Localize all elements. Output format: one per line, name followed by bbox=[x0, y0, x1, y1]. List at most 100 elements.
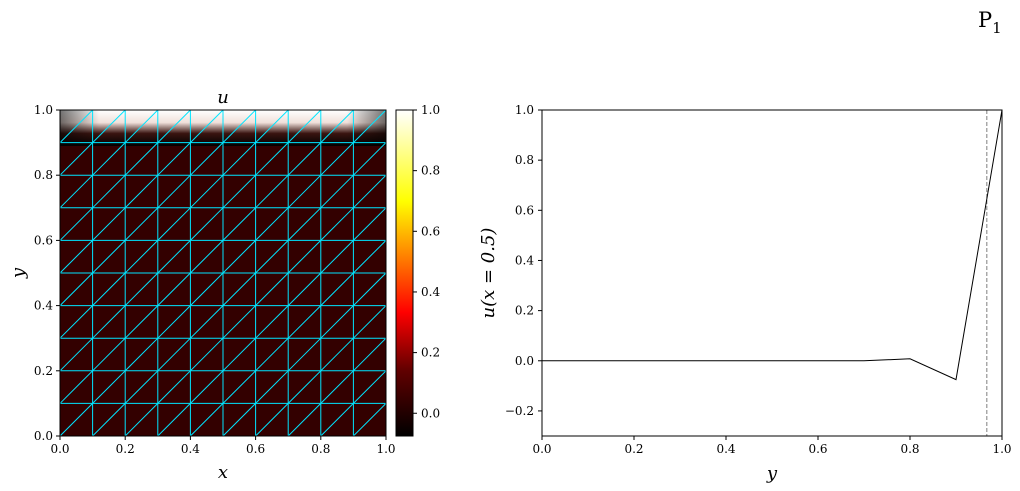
mesh-diagonal bbox=[222, 174, 256, 209]
mesh-diagonal bbox=[255, 370, 289, 404]
mesh-diagonal bbox=[60, 240, 93, 274]
lineplot-y-tick-label: 0.8 bbox=[515, 153, 534, 167]
mesh-diagonal bbox=[92, 174, 126, 209]
mesh-diagonal bbox=[190, 240, 224, 274]
heatmap-xlabel: x bbox=[218, 462, 228, 483]
mesh-diagonal bbox=[255, 403, 289, 436]
lineplot-y-tick-label: 0.0 bbox=[515, 354, 534, 368]
mesh-diagonal bbox=[157, 370, 191, 404]
mesh-diagonal bbox=[60, 272, 93, 306]
heatmap-y-tick-label: 0.4 bbox=[34, 299, 53, 313]
mesh-diagonal bbox=[287, 272, 322, 306]
mesh-diagonal bbox=[255, 337, 289, 372]
mesh-diagonal bbox=[157, 403, 191, 436]
lineplot-y-tick-label: 0.4 bbox=[515, 253, 534, 267]
mesh-diagonal bbox=[255, 110, 289, 143]
mesh-diagonal bbox=[222, 240, 256, 274]
mesh-diagonal bbox=[190, 272, 224, 306]
mesh-diagonal bbox=[353, 337, 386, 372]
mesh-diagonal bbox=[255, 207, 289, 241]
mesh-diagonal bbox=[353, 110, 386, 143]
mesh-diagonal bbox=[190, 403, 224, 436]
mesh-diagonal bbox=[92, 142, 126, 176]
mesh-diagonal bbox=[222, 370, 256, 404]
colorbar: 0.0 0.2 0.4 0.6 0.8 1.0 bbox=[395, 103, 440, 437]
mesh-diagonal bbox=[92, 240, 126, 274]
heatmap-x-tick-label: 0.2 bbox=[116, 442, 135, 456]
lineplot-x-tick-label: 0.2 bbox=[624, 442, 643, 456]
mesh-diagonal bbox=[157, 337, 191, 372]
mesh-diagonal bbox=[255, 305, 289, 339]
colorbar-tick-label: 0.0 bbox=[421, 406, 440, 420]
mesh-diagonal bbox=[353, 305, 386, 339]
colorbar-tick-label: 0.2 bbox=[421, 346, 440, 360]
mesh-diagonal bbox=[353, 142, 386, 176]
mesh-diagonal bbox=[222, 403, 256, 436]
mesh-diagonal bbox=[157, 272, 191, 306]
mesh-lines bbox=[60, 110, 386, 436]
mesh-diagonal bbox=[92, 110, 126, 143]
mesh-diagonal bbox=[287, 110, 322, 143]
mesh-diagonal bbox=[353, 240, 386, 274]
colorbar-ticks: 0.0 0.2 0.4 0.6 0.8 1.0 bbox=[413, 103, 440, 420]
colorbar-tick-label: 0.8 bbox=[421, 164, 440, 178]
mesh-diagonal bbox=[320, 370, 354, 404]
mesh-diagonal bbox=[255, 142, 289, 176]
lineplot-y-tick-label: −0.2 bbox=[505, 404, 534, 418]
mesh-diagonal bbox=[157, 305, 191, 339]
mesh-diagonal bbox=[60, 174, 93, 209]
heatmap-x-tick-label: 0.6 bbox=[246, 442, 265, 456]
lineplot-x-tick-label: 1.0 bbox=[992, 442, 1011, 456]
mesh-diagonal bbox=[287, 207, 322, 241]
mesh-diagonal bbox=[320, 403, 354, 436]
mesh-diagonal bbox=[320, 207, 354, 241]
heatmap-y-tick-label: 0.8 bbox=[34, 168, 53, 182]
mesh-diagonal bbox=[222, 337, 256, 372]
line-chart: 0.0 0.2 0.4 0.6 0.8 1.0 −0.2 0.0 0.2 0.4 0.6 0.8 1.… bbox=[478, 103, 1012, 484]
lineplot-series-line bbox=[542, 109, 1003, 381]
colorbar-tick-label: 0.4 bbox=[421, 285, 440, 299]
mesh-diagonal bbox=[222, 142, 256, 176]
mesh-diagonal bbox=[124, 272, 159, 306]
heatmap-y-tick-label: 0.0 bbox=[34, 429, 53, 443]
colorbar-tick-label: 1.0 bbox=[421, 103, 440, 117]
lineplot-ylabel: u(x = 0.5) bbox=[478, 228, 499, 319]
mesh-diagonal bbox=[353, 403, 386, 436]
heatmap-x-tick-label: 0.4 bbox=[181, 442, 200, 456]
mesh-diagonal bbox=[353, 207, 386, 241]
lineplot-x-tick-label: 0.0 bbox=[532, 442, 551, 456]
mesh-diagonal bbox=[60, 337, 93, 372]
mesh-diagonal bbox=[60, 110, 93, 143]
mesh-diagonal bbox=[124, 403, 159, 436]
mesh-diagonal bbox=[190, 370, 224, 404]
mesh-diagonal bbox=[92, 272, 126, 306]
mesh-diagonal bbox=[222, 272, 256, 306]
mesh-diagonal bbox=[124, 142, 159, 176]
heatmap-frame bbox=[59, 109, 387, 437]
mesh-diagonal bbox=[190, 337, 224, 372]
heatmap-chart: u 0.0 0.2 0.4 0.6 0.8 1.0 0.00.20.40.60.81.0 … bbox=[8, 87, 396, 483]
lineplot-x-ticks: 0.0 0.2 0.4 0.6 0.8 1.0 bbox=[532, 436, 1012, 456]
mesh-diagonal bbox=[60, 207, 93, 241]
mesh-diagonal bbox=[60, 370, 93, 404]
heatmap-y-tick-label: 0.2 bbox=[34, 364, 53, 378]
mesh-diagonal bbox=[157, 142, 191, 176]
mesh-diagonal bbox=[92, 370, 126, 404]
heatmap-y-tick-label: 1.0 bbox=[34, 103, 53, 117]
heatmap-x-ticks: 0.0 0.2 0.4 0.6 0.8 1.0 bbox=[50, 436, 396, 456]
mesh-diagonal bbox=[255, 272, 289, 306]
mesh-diagonal bbox=[255, 174, 289, 209]
mesh-diagonal bbox=[353, 370, 386, 404]
mesh-diagonal bbox=[157, 110, 191, 143]
mesh-diagonal bbox=[320, 110, 354, 143]
heatmap-title: u bbox=[217, 87, 229, 108]
mesh-diagonal bbox=[222, 207, 256, 241]
mesh-diagonal bbox=[124, 240, 159, 274]
mesh-diagonal bbox=[287, 305, 322, 339]
mesh-diagonal bbox=[320, 174, 354, 209]
mesh-diagonal bbox=[222, 305, 256, 339]
mesh-diagonal bbox=[287, 403, 322, 436]
mesh-diagonal bbox=[287, 240, 322, 274]
mesh-diagonal bbox=[353, 174, 386, 209]
lineplot-x-tick-label: 0.8 bbox=[900, 442, 919, 456]
